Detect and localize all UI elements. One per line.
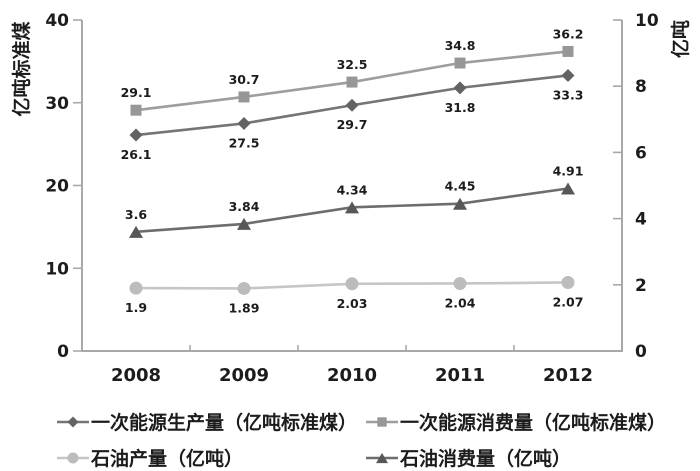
diamond-series-legend-marker <box>57 414 89 430</box>
triangle-marker-icon <box>561 182 575 195</box>
x-axis-category-label: 2008 <box>111 365 161 386</box>
square-marker-icon <box>562 45 574 57</box>
data-label: 26.1 <box>121 147 152 162</box>
data-label: 1.9 <box>125 300 147 315</box>
data-label: 2.04 <box>445 295 476 310</box>
x-axis-category-label: 2011 <box>435 365 485 386</box>
left-axis-tick-label: 40 <box>45 11 69 31</box>
data-label: 29.1 <box>121 85 152 100</box>
circle-marker-icon <box>561 275 575 289</box>
x-axis-category-label: 2012 <box>543 365 593 386</box>
diamond-marker-icon <box>561 68 575 82</box>
data-label: 33.3 <box>553 87 584 102</box>
triangle-marker-icon <box>376 452 388 463</box>
diamond-marker-icon <box>67 415 79 428</box>
circle-marker-icon <box>129 281 143 295</box>
right-axis-tick-label: 6 <box>635 143 647 163</box>
square-marker-icon <box>346 76 358 88</box>
data-label: 2.07 <box>553 294 584 309</box>
diamond-marker-icon <box>453 81 467 95</box>
left-axis-tick-label: 0 <box>57 342 69 362</box>
x-axis-category-label: 2009 <box>219 365 269 386</box>
left-axis-tick-label: 10 <box>45 259 69 279</box>
triangle-series-legend-marker <box>366 450 398 466</box>
data-label: 36.2 <box>553 26 584 41</box>
legend-label: 一次能源消费量（亿吨标准煤） <box>400 412 667 434</box>
circle-marker-icon <box>345 277 359 291</box>
legend: 一次能源生产量（亿吨标准煤） 一次能源消费量（亿吨标准煤） 石油产量（亿吨） 石… <box>57 408 666 471</box>
chart-plot: 0 10 20 30 40 0 2 4 6 8 10 2008 2009 2010 2011 2012 26.1… <box>45 11 659 386</box>
right-axis-tick-label: 10 <box>635 11 659 31</box>
circle-marker-icon <box>237 281 251 295</box>
triangle-marker-icon <box>129 225 143 238</box>
series-3: 3.6 3.84 4.34 4.45 4.91 <box>125 163 584 238</box>
legend-item-oil-consumption: 石油消费量（亿吨） <box>366 444 666 471</box>
right-axis-tick-label: 4 <box>635 210 647 230</box>
axes: 0 10 20 30 40 0 2 4 6 8 10 2008 2009 2010 2011 2012 <box>45 11 659 386</box>
data-label: 3.6 <box>125 207 147 222</box>
data-label: 34.8 <box>445 38 476 53</box>
diamond-marker-icon <box>237 116 251 130</box>
right-axis-tick-label: 2 <box>635 276 647 296</box>
square-marker-icon <box>454 57 466 69</box>
data-label: 3.84 <box>229 199 260 214</box>
data-label: 32.5 <box>337 57 368 72</box>
data-label: 4.45 <box>445 179 476 194</box>
legend-item-primary-energy-production: 一次能源生产量（亿吨标准煤） <box>57 408 366 435</box>
left-axis-tick-label: 30 <box>45 94 69 114</box>
triangle-marker-icon <box>453 197 467 210</box>
legend-item-oil-production: 石油产量（亿吨） <box>57 444 366 471</box>
data-label: 31.8 <box>445 100 476 115</box>
right-axis-tick-label: 8 <box>635 77 647 97</box>
square-marker-icon <box>377 416 387 427</box>
series-2: 1.9 1.89 2.03 2.04 2.07 <box>125 275 584 315</box>
data-label: 29.7 <box>337 117 368 132</box>
data-label: 1.89 <box>229 300 260 315</box>
triangle-marker-icon <box>237 217 251 230</box>
x-axis-category-label: 2010 <box>327 365 377 386</box>
left-axis-tick-label: 20 <box>45 177 69 197</box>
right-axis-tick-label: 0 <box>635 342 647 362</box>
diamond-marker-icon <box>129 128 143 142</box>
legend-label: 石油产量（亿吨） <box>91 448 244 470</box>
legend-label: 石油消费量（亿吨） <box>400 448 572 470</box>
data-label: 2.03 <box>337 296 368 311</box>
circle-marker-icon <box>67 451 79 464</box>
data-label: 27.5 <box>229 135 260 150</box>
circle-series-legend-marker <box>57 450 89 466</box>
series-1: 29.1 30.7 32.5 34.8 36.2 <box>121 26 584 116</box>
legend-label: 一次能源生产量（亿吨标准煤） <box>91 412 358 434</box>
square-marker-icon <box>130 104 142 116</box>
legend-item-primary-energy-consumption: 一次能源消费量（亿吨标准煤） <box>366 408 666 435</box>
data-label: 30.7 <box>229 72 260 87</box>
square-marker-icon <box>238 91 250 103</box>
triangle-marker-icon <box>345 201 359 214</box>
square-series-legend-marker <box>366 414 398 430</box>
diamond-marker-icon <box>345 98 359 112</box>
data-label: 4.91 <box>553 163 584 178</box>
series-0: 26.1 27.5 29.7 31.8 33.3 <box>121 68 584 162</box>
circle-marker-icon <box>453 276 467 290</box>
data-label: 4.34 <box>337 182 368 197</box>
